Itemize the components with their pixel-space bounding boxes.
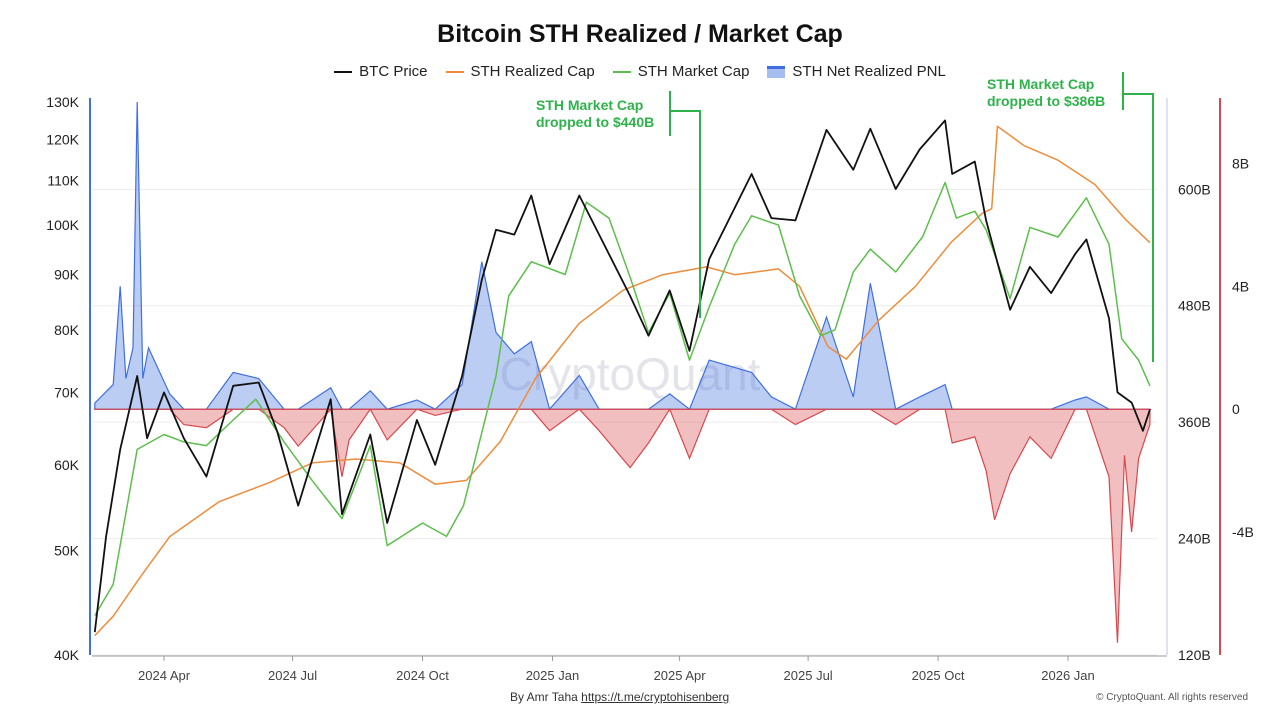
legend-item-sth-realized-cap[interactable]: STH Realized Cap bbox=[445, 63, 595, 80]
legend-item-sth-net-realized-pnl[interactable]: STH Net Realized PNL bbox=[767, 63, 946, 80]
mid-tick-label-3: 240B bbox=[1178, 531, 1211, 547]
chart-legend: BTC Price STH Realized Cap STH Market Ca… bbox=[0, 63, 1280, 80]
mid-tick-label-1: 480B bbox=[1178, 298, 1211, 314]
x-tick-label-0: 2024 Apr bbox=[138, 668, 191, 683]
footer-credit: By Amr Taha https://t.me/cryptohisenberg bbox=[510, 690, 729, 704]
mid-tick-label-2: 360B bbox=[1178, 414, 1211, 430]
legend-swatch-sth-net-realized-pnl bbox=[767, 65, 786, 78]
left-tick-label-4: 90K bbox=[54, 267, 80, 283]
legend-item-sth-market-cap[interactable]: STH Market Cap bbox=[612, 63, 750, 80]
legend-item-btc-price[interactable]: BTC Price bbox=[334, 63, 428, 80]
annotation-440b-line1: STH Market Cap bbox=[536, 97, 644, 113]
x-tick-label-1: 2024 Jul bbox=[268, 668, 317, 683]
mid-tick-label-0: 600B bbox=[1178, 181, 1211, 197]
left-tick-label-0: 130K bbox=[46, 94, 79, 110]
series-pnl-negative-area bbox=[93, 407, 1151, 643]
left-tick-label-7: 60K bbox=[54, 457, 80, 473]
left-tick-label-8: 50K bbox=[54, 542, 80, 558]
x-tick-label-2: 2024 Oct bbox=[396, 668, 449, 683]
legend-swatch-btc-price bbox=[334, 70, 353, 73]
left-tick-label-2: 110K bbox=[47, 172, 79, 188]
legend-label-sth-net-realized-pnl: STH Net Realized PNL bbox=[792, 63, 946, 80]
footer-copyright: © CryptoQuant. All rights reserved bbox=[1096, 692, 1248, 703]
x-tick-label-5: 2025 Jul bbox=[784, 668, 833, 683]
legend-label-sth-realized-cap: STH Realized Cap bbox=[470, 63, 595, 80]
footer-author: By Amr Taha bbox=[510, 690, 578, 704]
annotation-386b-connector bbox=[1122, 72, 1154, 362]
series-btc-price-line bbox=[93, 119, 1151, 633]
left-tick-label-6: 70K bbox=[54, 384, 80, 400]
x-tick-label-3: 2025 Jan bbox=[526, 668, 580, 683]
x-tick-label-4: 2025 Apr bbox=[654, 668, 707, 683]
mid-tick-label-4: 120B bbox=[1178, 647, 1211, 663]
legend-swatch-sth-market-cap bbox=[612, 70, 631, 73]
annotation-440b: STH Market Cap dropped to $440B bbox=[536, 97, 654, 131]
left-tick-label-9: 40K bbox=[54, 647, 80, 663]
right-tick-label-0: 8B bbox=[1232, 155, 1249, 171]
footer-link[interactable]: https://t.me/cryptohisenberg bbox=[581, 690, 730, 704]
x-tick-label-7: 2026 Jan bbox=[1041, 668, 1095, 683]
right-tick-label-1: 4B bbox=[1232, 278, 1249, 294]
annotation-440b-connector bbox=[669, 91, 701, 318]
series-sth-realized-cap-line bbox=[94, 125, 1151, 637]
x-tick-label-6: 2025 Oct bbox=[912, 668, 965, 683]
legend-label-btc-price: BTC Price bbox=[359, 63, 428, 80]
right-tick-label-3: -4B bbox=[1232, 524, 1254, 540]
legend-swatch-sth-realized-cap bbox=[445, 70, 464, 73]
annotation-386b: STH Market Cap dropped to $386B bbox=[987, 76, 1105, 110]
legend-label-sth-market-cap: STH Market Cap bbox=[637, 63, 750, 80]
left-tick-label-5: 80K bbox=[54, 322, 80, 338]
annotation-386b-line2: dropped to $386B bbox=[987, 93, 1106, 109]
chart-title: Bitcoin STH Realized / Market Cap bbox=[437, 20, 843, 48]
right-tick-label-2: 0 bbox=[1232, 401, 1240, 417]
annotation-386b-line1: STH Market Cap bbox=[987, 76, 1095, 92]
left-tick-label-3: 100K bbox=[46, 217, 79, 233]
left-tick-label-1: 120K bbox=[46, 132, 79, 148]
watermark: CryptoQuant bbox=[500, 348, 761, 400]
annotation-440b-line2: dropped to $440B bbox=[536, 114, 655, 130]
